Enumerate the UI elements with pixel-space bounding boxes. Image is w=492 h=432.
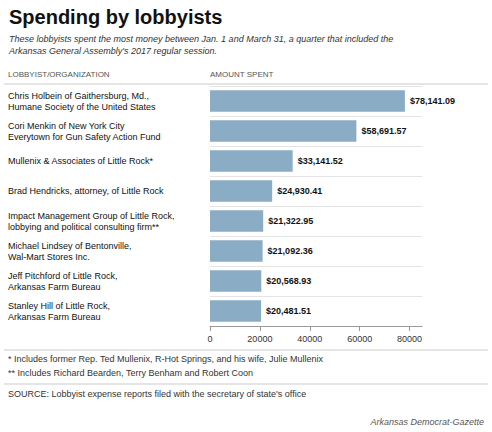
svg-text:Arkansas Democrat-Gazette: Arkansas Democrat-Gazette (369, 417, 484, 427)
svg-text:Mullenix & Associates of Littl: Mullenix & Associates of Little Rock* (8, 156, 154, 166)
svg-text:SOURCE: Lobbyist expense repor: SOURCE: Lobbyist expense reports filed w… (8, 389, 306, 399)
svg-text:$33,141.52: $33,141.52 (298, 156, 343, 166)
svg-text:AMOUNT SPENT: AMOUNT SPENT (210, 70, 274, 79)
svg-text:These lobbyists spent the most: These lobbyists spent the most money bet… (9, 34, 393, 44)
svg-text:80000: 80000 (397, 334, 422, 344)
svg-text:$21,092.36: $21,092.36 (268, 246, 313, 256)
svg-text:Brad Hendricks, attorney, of L: Brad Hendricks, attorney, of Little Rock (8, 186, 164, 196)
svg-text:Chris Holbein of Gaithersburg,: Chris Holbein of Gaithersburg, Md., (8, 91, 149, 101)
svg-text:Everytown for Gun Safety Actio: Everytown for Gun Safety Action Fund (8, 132, 161, 142)
svg-text:40000: 40000 (297, 334, 322, 344)
svg-text:LOBBYIST/ORGANIZATION: LOBBYIST/ORGANIZATION (8, 70, 110, 79)
svg-text:20000: 20000 (247, 334, 272, 344)
svg-text:$20,568.93: $20,568.93 (266, 276, 311, 286)
svg-text:** Includes Richard Bearden, T: ** Includes Richard Bearden, Terry Benha… (8, 368, 253, 378)
svg-text:Humane Society of the United S: Humane Society of the United States (8, 102, 156, 112)
svg-text:Arkansas Farm Bureau: Arkansas Farm Bureau (8, 312, 101, 322)
svg-text:Cori Menkin of New York City: Cori Menkin of New York City (8, 121, 125, 131)
svg-text:Arkansas Farm Bureau: Arkansas Farm Bureau (8, 282, 101, 292)
svg-text:Spending by lobbyists: Spending by lobbyists (9, 6, 222, 28)
svg-text:$24,930.41: $24,930.41 (277, 186, 322, 196)
svg-text:* Includes former Rep. Ted Mul: * Includes former Rep. Ted Mullenix, R-H… (8, 354, 323, 364)
svg-text:$78,141.09: $78,141.09 (410, 96, 455, 106)
svg-text:Wal-Mart Stores Inc.: Wal-Mart Stores Inc. (8, 252, 90, 262)
svg-text:0: 0 (207, 334, 212, 344)
svg-text:$21,322.95: $21,322.95 (268, 216, 313, 226)
svg-text:Michael Lindsey of Bentonville: Michael Lindsey of Bentonville, (8, 241, 132, 251)
svg-text:Impact Management Group of Lit: Impact Management Group of Little Rock, (8, 211, 175, 221)
svg-text:Arkansas General Assembly's 20: Arkansas General Assembly's 2017 regular… (8, 46, 217, 56)
svg-text:Jeff Pitchford of Little Rock,: Jeff Pitchford of Little Rock, (8, 271, 117, 281)
svg-text:lobbying and political consult: lobbying and political consulting firm** (8, 222, 160, 232)
svg-text:60000: 60000 (347, 334, 372, 344)
svg-text:$58,691.57: $58,691.57 (361, 126, 406, 136)
svg-text:Stanley Hill of Little Rock,: Stanley Hill of Little Rock, (8, 301, 110, 311)
svg-text:$20,481.51: $20,481.51 (266, 306, 311, 316)
